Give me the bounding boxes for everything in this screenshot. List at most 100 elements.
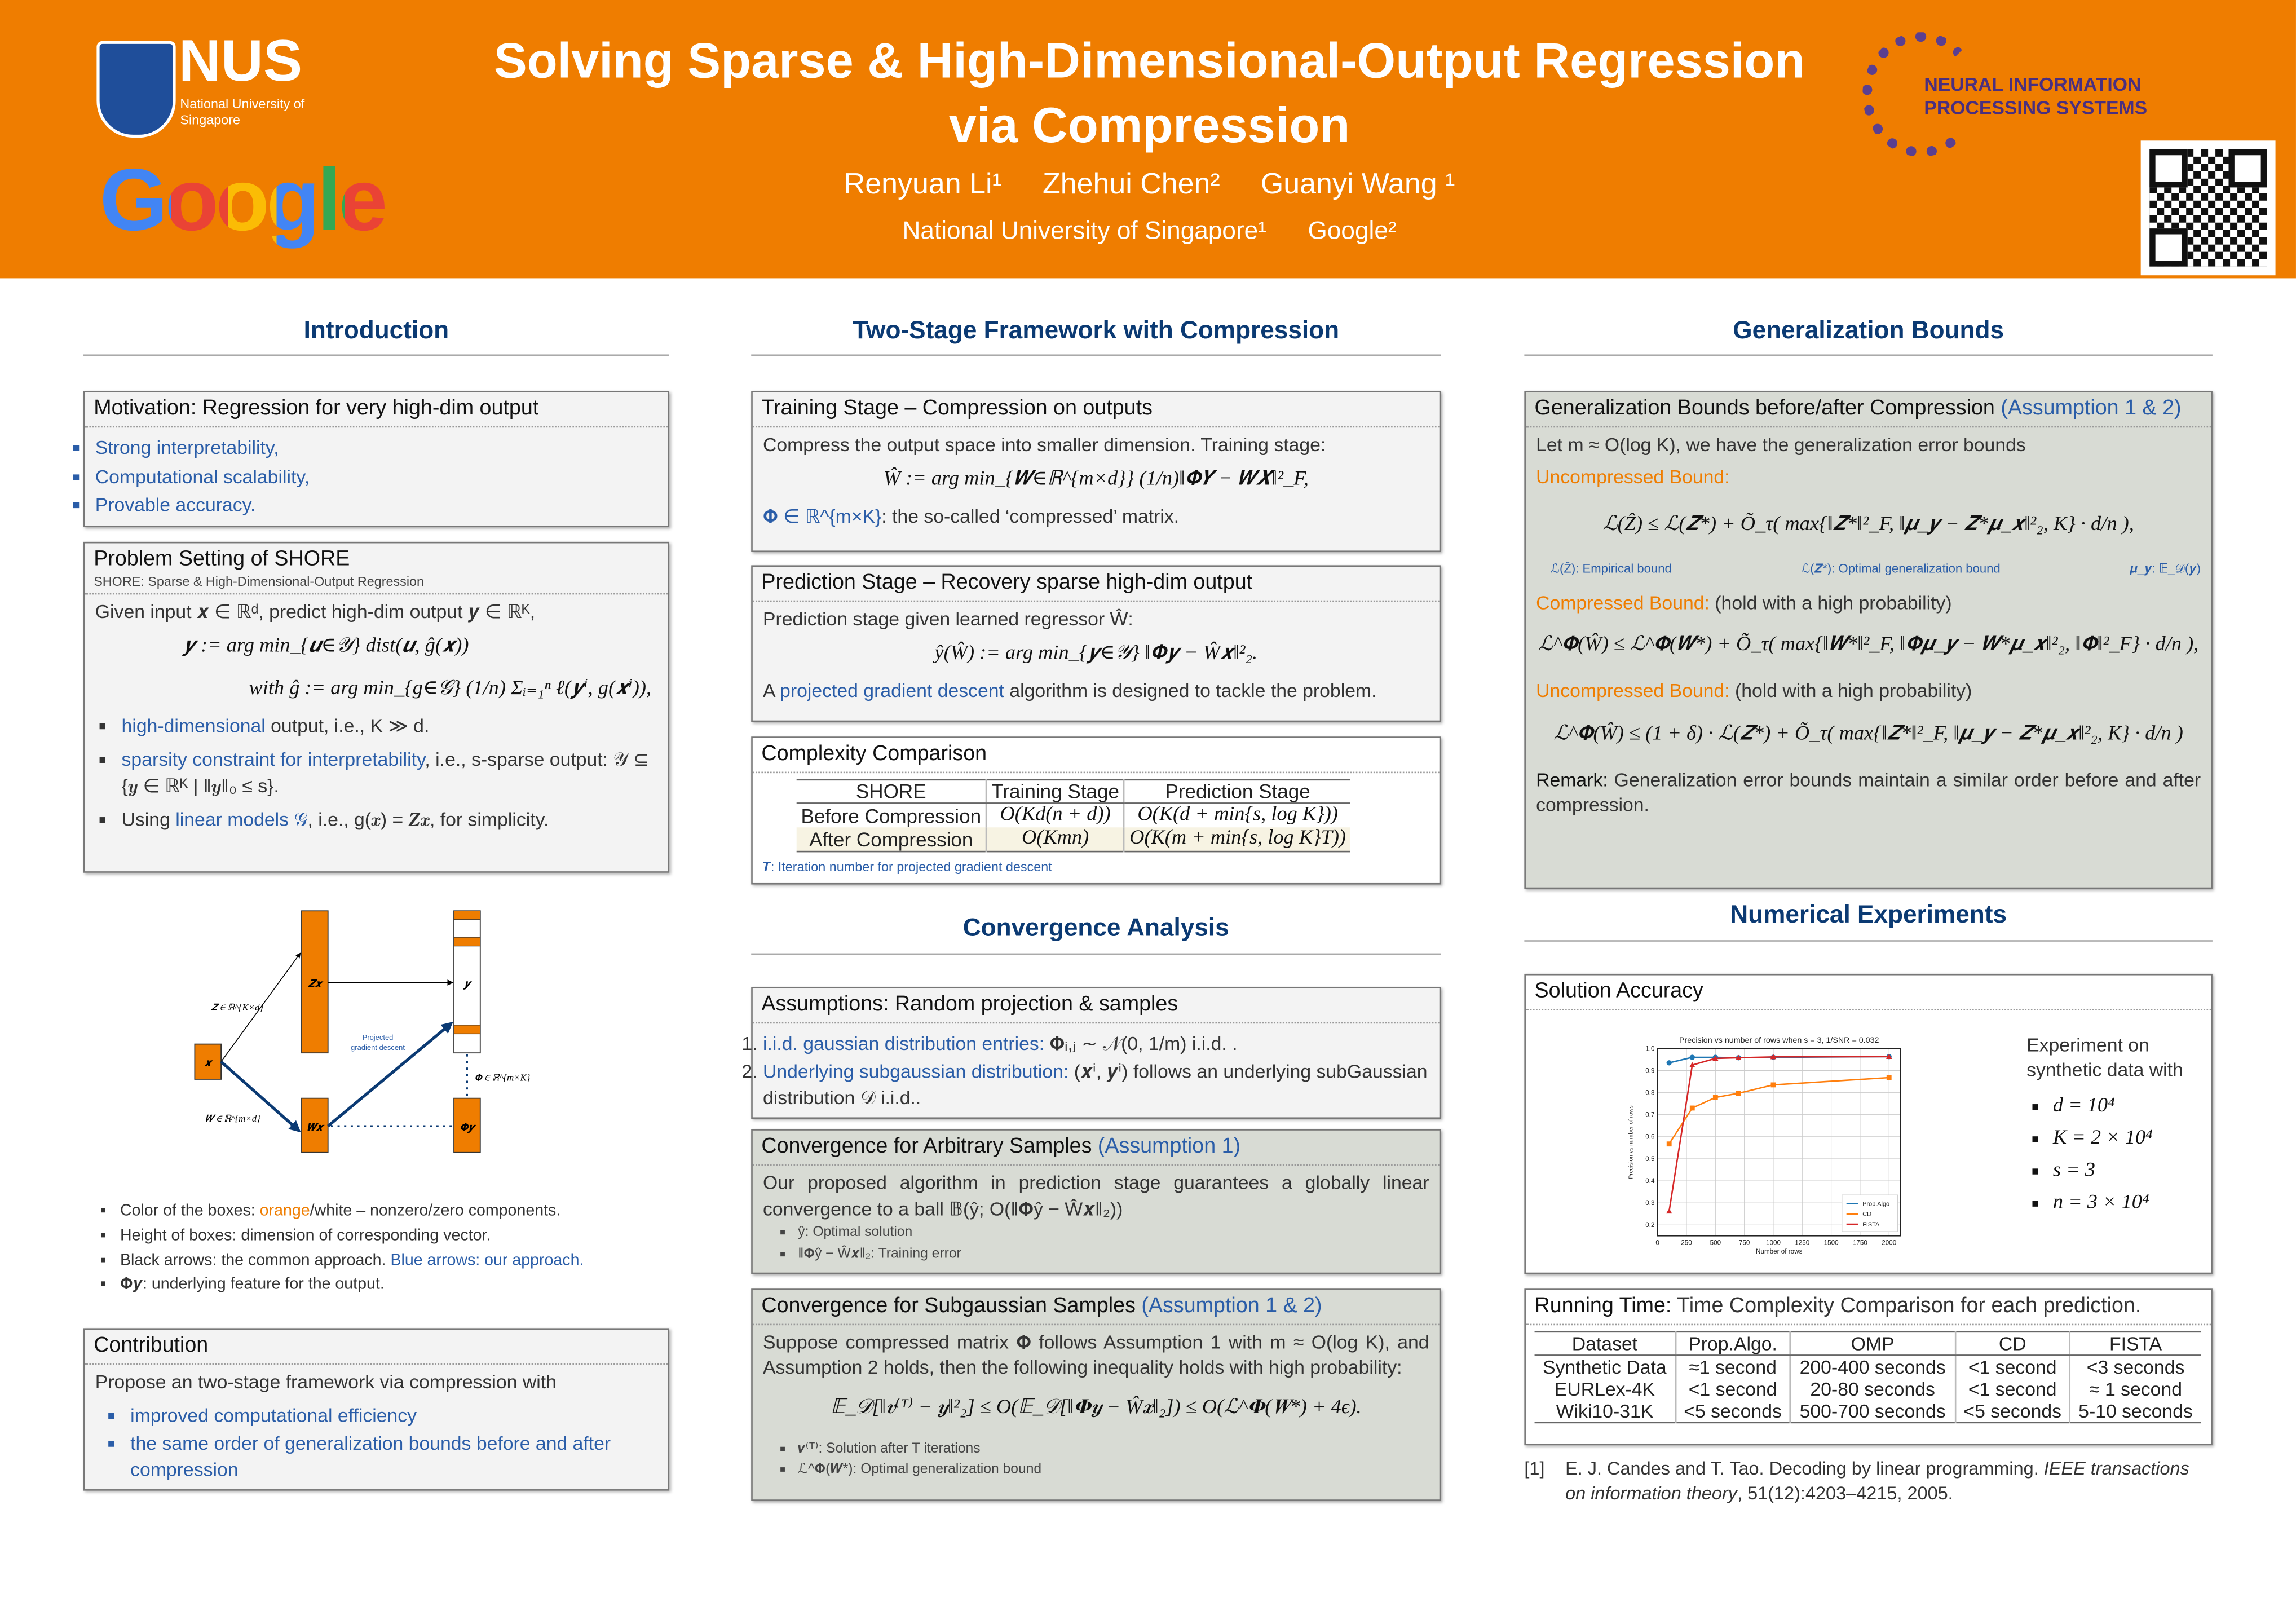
motivation-item: Strong interpretability, [95, 435, 657, 461]
problem-setting-header: Problem Setting of SHORE SHORE: Sparse &… [85, 543, 668, 595]
problem-bullet: sparsity constraint for interpretability… [122, 747, 657, 798]
pgd-label: Projected [363, 1032, 394, 1041]
text: : the so-called ‘compressed’ matrix. [881, 505, 1180, 527]
subgaussian-text: Suppose compressed matrix 𝚽 follows Assu… [762, 1330, 1429, 1379]
problem-bullet: high-dimensional output, i.e., K ≫ d. [122, 713, 657, 739]
table-row: After Compression O(Kmn) O(K(m + min{s, lo… [796, 827, 1350, 852]
x-tick-label: 0 [1655, 1239, 1659, 1246]
neurips-logo-line1: NEURAL INFORMATION [1924, 73, 2142, 95]
x-tick-label: 750 [1739, 1239, 1750, 1246]
motivation-item: Provable accuracy. [95, 492, 657, 518]
highlight: high-dimensional [121, 714, 266, 736]
nus-logo-subtitle: National University of Singapore [180, 96, 305, 127]
phi-matrix-label: 𝚽 ∈ ℝ^{m×K} [474, 1072, 530, 1083]
phiy-label: 𝚽𝒚 [460, 1121, 476, 1133]
param-item: K = 2 × 10⁴ [2053, 1124, 2195, 1154]
running-time-table: Dataset Prop.Algo. OMP CD FISTA Synthetic Da… [1534, 1330, 2201, 1423]
complexity-note: 𝑻: Iteration number for projected gradie… [762, 859, 1052, 875]
experiments-heading: Numerical Experiments [1524, 901, 2213, 942]
arbitrary-text: Our proposed algorithm in prediction sta… [762, 1171, 1429, 1220]
running-time-box: Running Time: Time Complexity Comparison… [1524, 1288, 2213, 1445]
setup-text: Experiment on synthetic data with [2026, 1033, 2183, 1080]
uncompressed-eq: ℒ(Ẑ) ≤ ℒ(𝒁*) + Õ_τ( max{‖𝒁*‖²_F, ‖𝝁_𝒚 − … [1602, 514, 2134, 537]
prediction-text: Prediction stage given learned regressor… [762, 608, 1133, 630]
google-logo-text: Google [99, 151, 388, 249]
legend-item: 𝚽𝒚: underlying feature for the output. [120, 1274, 669, 1296]
relation-eq: ℒ^𝚽(Ŵ) ≤ (1 + δ) · ℒ(𝒁*) + Õ_τ( max{‖𝒁*‖… [1553, 723, 2183, 745]
y-nonzero [453, 1024, 481, 1034]
data-point [1666, 1141, 1672, 1146]
table-row: Synthetic Data ≈1 second 200-400 seconds <1… [1535, 1354, 2201, 1378]
author: Renyuan Li¹ [844, 168, 1002, 201]
column-framework: Two-Stage Framework with Compression Tra… [751, 316, 1441, 1501]
param-item: s = 3 [2053, 1157, 2195, 1187]
problem-setting-title: Problem Setting of SHORE [94, 547, 350, 571]
affiliation: Google² [1308, 217, 1397, 245]
def-item: ‖𝚽ŷ − Ŵ𝒙‖₂: Training error [798, 1246, 1429, 1265]
subgaussian-title: Convergence for Subgaussian Samples (Ass… [752, 1290, 1440, 1325]
generalization-box: Generalization Bounds before/after Compr… [1524, 391, 2213, 890]
definitions-row: ℒ(Ẑ): Empirical bound ℒ(𝒁*): Optimal gen… [1536, 561, 2201, 578]
training-eq: Ŵ := arg min_{𝑾∈ℝ^{m×d}} (1/n)‖𝚽𝒀 − 𝑾𝑿‖²… [883, 468, 1309, 491]
poster-title-line1: Solving Sparse & High-Dimensional-Output… [493, 33, 1805, 90]
param-item: d = 10⁴ [2053, 1092, 2195, 1122]
column-introduction: Introduction Motivation: Regression for … [83, 316, 669, 1491]
arbitrary-samples-box: Convergence for Arbitrary Samples (Assum… [751, 1129, 1441, 1274]
problem-bullet: Using linear models 𝒢, i.e., g(𝒙) = 𝒁𝒙, … [122, 807, 657, 833]
poster-header: NUS National University of Singapore Goo… [0, 0, 2296, 279]
data-point [1770, 1082, 1776, 1087]
remark: Remark: Generalization error bounds main… [1536, 768, 2201, 816]
chart-title: Precision vs number of rows when s = 3, … [1679, 1035, 1879, 1044]
generalization-intro: Let m ≈ O(log K), we have the generaliza… [1536, 434, 2026, 456]
phi-def: 𝚽 ∈ ℝ^{m×K} [762, 505, 882, 527]
running-title: Running Time: Time Complexity Comparison… [1525, 1290, 2211, 1325]
pgd-link: projected gradient descent [780, 679, 1004, 701]
y-tick-label: 0.3 [1645, 1199, 1654, 1206]
contribution-text: Propose an two-stage framework via compr… [95, 1370, 557, 1393]
problem-eq2: with ĝ := arg min_{g∈𝒢} (1/n) Σᵢ₌₁ⁿ ℓ(𝒚ⁱ… [249, 677, 652, 700]
series-line-fista [1668, 1055, 1889, 1211]
introduction-heading: Introduction [83, 316, 669, 357]
y-tick-label: 0.2 [1645, 1221, 1654, 1229]
y-tick-label: 0.5 [1645, 1155, 1654, 1162]
plot-frame [1657, 1048, 1901, 1236]
poster-title-line2: via Compression [948, 98, 1350, 154]
data-point [1689, 1054, 1695, 1060]
framework-heading: Two-Stage Framework with Compression [751, 316, 1441, 357]
x-axis-label: Number of rows [1756, 1247, 1803, 1255]
data-point [1666, 1208, 1672, 1213]
pgd-label: gradient descent [351, 1043, 405, 1052]
complexity-table: SHORE Training Stage Prediction Stage Befo… [796, 779, 1350, 853]
data-point [1689, 1105, 1695, 1110]
x-tick-label: 500 [1710, 1239, 1721, 1246]
data-point [1736, 1054, 1742, 1060]
table-row: Wiki10-31K <5 seconds 500-700 seconds <5 se… [1535, 1399, 2201, 1422]
training-title: Training Stage – Compression on outputs [752, 393, 1440, 428]
x-tick-label: 250 [1681, 1239, 1692, 1246]
motivation-box: Motivation: Regression for very high-dim… [83, 391, 669, 527]
subgaussian-eq: 𝔼_𝒟[‖𝒗⁽ᵀ⁾ − 𝒚‖²₂] ≤ O(𝔼_𝒟[‖𝚽𝒚 − Ŵ𝒙‖₂]) ≤… [830, 1396, 1362, 1419]
prediction-eq: ŷ(Ŵ) := arg min_{𝒚∈𝒴} ‖𝚽𝒚 − Ŵ𝒙‖²₂. [934, 642, 1258, 665]
problem-given: Given input 𝒙 ∈ ℝᵈ, predict high-dim out… [95, 601, 536, 623]
assumption-item: Underlying subgaussian distribution: (𝒙ⁱ… [763, 1059, 1429, 1110]
def-item: ŷ: Optimal solution [798, 1225, 1429, 1243]
assumption-item: i.i.d. gaussian distribution entries: 𝚽ᵢ… [763, 1030, 1429, 1056]
training-note: 𝚽 ∈ ℝ^{m×K}: the so-called ‘compressed’ … [763, 503, 1429, 529]
def-item: ℒ(𝒁*): Optimal generalization bound [1801, 561, 2001, 576]
text: , i.e., s-sparse output: 𝒴 ⊆ {𝒚 ∈ ℝᴷ | ‖… [121, 748, 650, 797]
legend-item: Height of boxes: dimension of correspond… [120, 1225, 669, 1247]
qr-code-icon[interactable] [2140, 140, 2276, 276]
table-row: Before Compression O(Kd(n + d)) O(K(d + mi… [797, 804, 1350, 828]
motivation-item: Computational scalability, [95, 464, 657, 490]
nus-logo: NUS National University of Singapore [96, 29, 316, 138]
text: , i.e., g(𝒙) = 𝒁𝒙, for simplicity. [307, 809, 549, 831]
z-matrix-label: 𝒁 ∈ ℝ^{K×d} [211, 1002, 264, 1013]
convergence-heading: Convergence Analysis [751, 914, 1441, 955]
zx-box [301, 910, 329, 1053]
legend-item: Color of the boxes: orange/white – nonze… [120, 1201, 669, 1223]
precision-chart: Precision vs number of rows when s = 3, … [1628, 1035, 1901, 1255]
affiliations: National University of Singapore¹ Google… [425, 217, 1874, 246]
qr-finder [2228, 149, 2267, 188]
def-item: ℒ^𝚽(𝑾*): Optimal generalization bound [798, 1462, 1429, 1481]
reference: [1] E. J. Candes and T. Tao. Decoding by… [1524, 1457, 2213, 1506]
